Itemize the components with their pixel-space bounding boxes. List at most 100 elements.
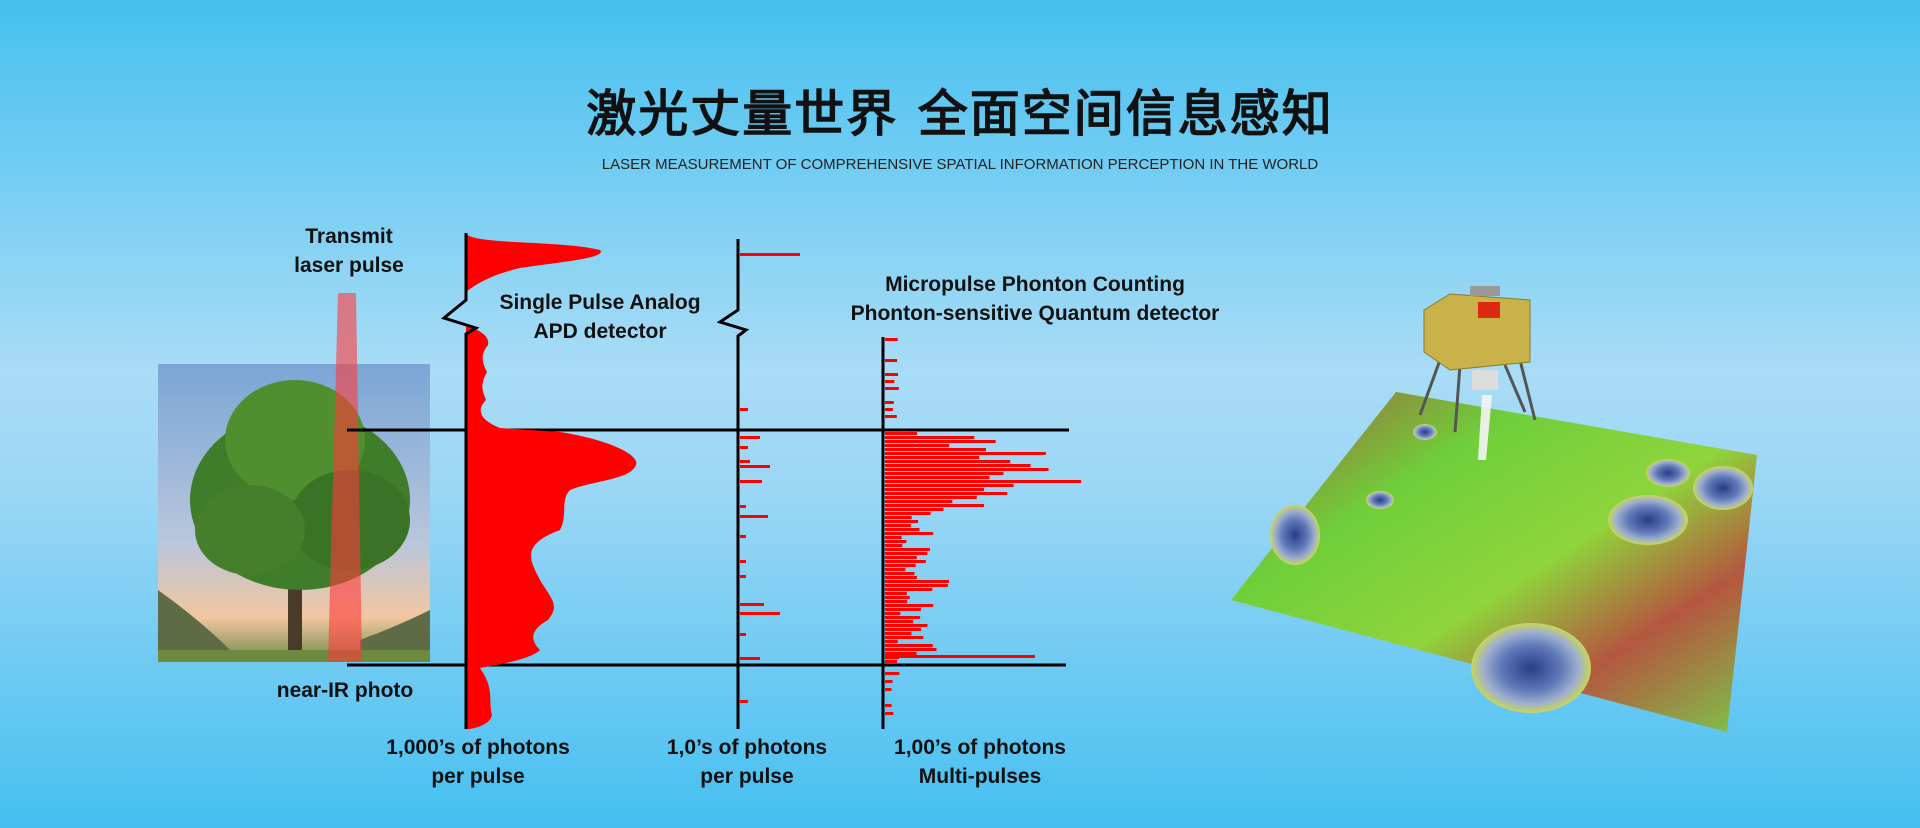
photon-bar xyxy=(885,636,924,639)
photon-bar xyxy=(740,560,746,563)
photon-bar xyxy=(885,504,984,507)
photon-bar xyxy=(885,512,931,515)
photon-bar xyxy=(885,580,949,583)
photon-bar xyxy=(885,496,977,499)
axis-label-analog: 1,000’s of photons per pulse xyxy=(386,736,570,788)
crater xyxy=(1366,491,1394,509)
transmit-label: Transmit laser pulse xyxy=(294,225,404,277)
photon-bar xyxy=(740,657,760,660)
transmit-laser-beam xyxy=(328,293,362,662)
photon-bar xyxy=(885,444,950,447)
photon-bar xyxy=(740,535,746,538)
photon-bar xyxy=(740,515,768,518)
photon-bar xyxy=(885,704,892,707)
photon-bar xyxy=(885,472,1004,475)
photon-bar xyxy=(885,588,933,591)
photon-bar xyxy=(885,632,912,635)
photon-bar xyxy=(885,500,953,503)
photon-bar xyxy=(885,584,948,587)
photon-bar xyxy=(740,700,748,703)
photon-bar xyxy=(885,476,990,479)
photon-bar xyxy=(885,492,1008,495)
photon-bar xyxy=(885,387,899,390)
photon-bar xyxy=(885,688,892,691)
photon-bar xyxy=(885,624,928,627)
analog-axis xyxy=(440,233,480,729)
photon-bar xyxy=(885,436,975,439)
photon-bar xyxy=(885,572,915,575)
photon-bar xyxy=(885,415,897,418)
photon-bar xyxy=(885,680,893,683)
axes xyxy=(440,233,885,729)
photon-bar xyxy=(885,660,897,663)
photon-bar xyxy=(885,552,928,555)
photon-bar xyxy=(740,612,780,615)
photon-bar xyxy=(885,528,920,531)
photon-bar xyxy=(885,544,903,547)
photon-bar xyxy=(885,452,1046,455)
photon-bar xyxy=(740,633,746,636)
photon-bar xyxy=(885,640,898,643)
photon-bar xyxy=(885,516,912,519)
multi-pulse-histogram xyxy=(885,338,1082,715)
analog-detector-label: Single Pulse Analog APD detector xyxy=(499,291,701,343)
photon-bar xyxy=(740,436,760,439)
photon-bar xyxy=(885,608,921,611)
photon-bar xyxy=(885,484,1014,487)
photon-bar xyxy=(885,380,895,383)
photon-bar xyxy=(740,253,800,256)
photon-bar xyxy=(885,568,906,571)
photon-bar xyxy=(885,520,919,523)
photon-bar xyxy=(885,338,898,341)
photon-bar xyxy=(885,401,894,404)
page-subtitle: LASER MEASUREMENT OF COMPREHENSIVE SPATI… xyxy=(601,156,1319,173)
crater xyxy=(1471,623,1591,713)
photon-bar xyxy=(740,446,748,449)
photon-bar xyxy=(885,468,1049,471)
single-photon-axis xyxy=(716,239,750,729)
photon-bar xyxy=(885,556,917,559)
photon-bar xyxy=(885,536,902,539)
photon-bar xyxy=(885,616,921,619)
photon-bar xyxy=(885,524,911,527)
photon-bar xyxy=(885,440,996,443)
photon-bar xyxy=(885,644,933,647)
counting-detector-label: Micropulse Phonton Counting Phonton-sensi… xyxy=(850,273,1220,325)
photon-bar xyxy=(885,612,901,615)
crater xyxy=(1270,505,1320,565)
single-photon-returns xyxy=(740,253,800,703)
photon-bar xyxy=(885,456,980,459)
photon-bar xyxy=(885,604,934,607)
photon-bar xyxy=(885,600,908,603)
photon-bar xyxy=(885,592,907,595)
crater xyxy=(1413,424,1437,440)
photon-bar xyxy=(885,576,917,579)
lunar-lander xyxy=(1418,286,1537,460)
near-ir-tree-photo xyxy=(158,364,430,662)
photon-bar xyxy=(740,460,750,463)
photon-bar xyxy=(885,620,914,623)
crater xyxy=(1646,459,1690,487)
photon-bar xyxy=(740,603,764,606)
crater xyxy=(1608,495,1688,545)
axis-label-multi-pulse: 1,00’s of photons Multi-pulses xyxy=(894,736,1066,788)
photon-bar xyxy=(885,540,907,543)
photon-bar xyxy=(885,460,1011,463)
photon-bar xyxy=(740,465,770,468)
photon-bar xyxy=(885,373,899,376)
photo-label: near-IR photo xyxy=(276,679,414,702)
photon-bar xyxy=(885,532,934,535)
photon-bar xyxy=(740,505,746,508)
photon-bar xyxy=(885,628,922,631)
lunar-terrain-model xyxy=(1231,392,1757,732)
axis-label-single-photon: 1,0’s of photons per pulse xyxy=(666,736,828,788)
photon-bar xyxy=(885,564,916,567)
photon-bar xyxy=(885,560,926,563)
photon-bar xyxy=(885,480,1082,483)
analog-waveform xyxy=(466,233,637,729)
photon-bar xyxy=(885,652,917,655)
photon-bar xyxy=(885,672,900,675)
photon-bar xyxy=(885,655,1035,658)
crater xyxy=(1693,466,1753,510)
